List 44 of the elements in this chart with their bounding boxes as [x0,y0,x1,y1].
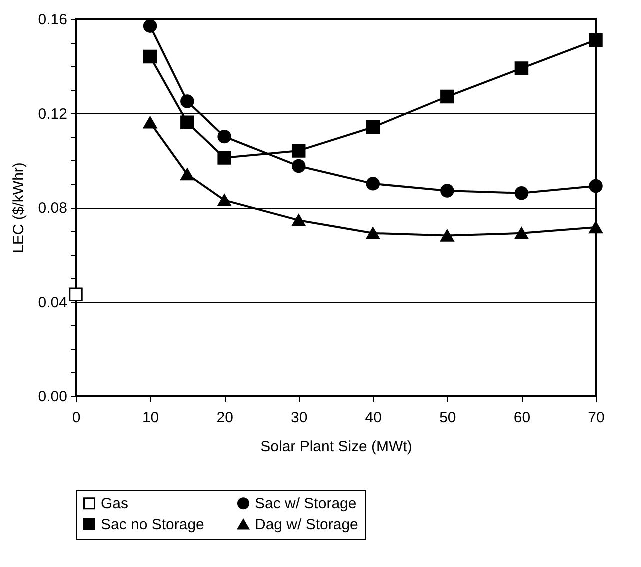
x-tick-label: 70 [588,410,605,426]
x-axis-title: Solar Plant Size (MWt) [260,438,412,456]
x-tick-label: 60 [514,410,531,426]
point [440,184,454,198]
point [440,230,454,242]
point [292,159,306,174]
point [589,221,603,234]
legend-label: Dag w/ Storage [255,516,358,534]
y-tick-label: 0.12 [38,106,68,123]
x-tick-label: 20 [216,410,234,426]
point [514,62,529,76]
point [589,33,603,48]
point [218,194,232,206]
y-tick-label: 0.04 [38,294,68,312]
point [143,116,158,129]
point [180,94,194,108]
point [180,168,194,181]
point [218,130,232,144]
point [292,144,306,158]
point [143,50,158,64]
legend-label: Sac no Storage [101,516,204,534]
x-tick-label: 30 [291,410,308,426]
x-tick-label: 50 [440,410,456,426]
x-tick-label: 10 [142,410,160,426]
point [69,288,83,302]
point [180,116,194,130]
x-tick-label: 0 [72,410,81,426]
point [366,177,380,191]
point [440,90,454,104]
y-tick-label: 0.16 [38,12,68,28]
point [366,120,380,134]
point [292,214,306,227]
legend-label: Gas [101,496,129,513]
point [218,151,232,165]
y-tick-label: 0.00 [38,388,68,406]
point [366,227,380,240]
x-tick-label: 40 [365,410,382,426]
point [514,227,529,240]
point [514,186,529,200]
point [143,19,158,33]
y-axis-title: LEC ($/kWhr) [10,162,28,254]
legend-label: Sac w/ Storage [255,496,357,513]
y-tick-label: 0.08 [38,200,68,217]
point [589,179,603,194]
